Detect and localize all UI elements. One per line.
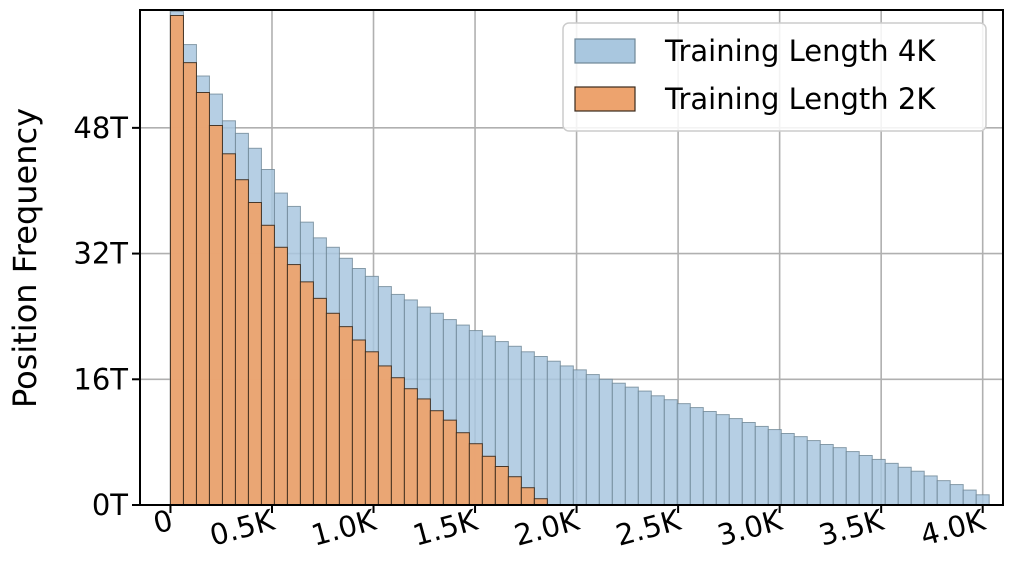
histogram-bar [858,455,873,506]
x-tick-label: 1.5K [409,503,482,553]
histogram-bar [793,436,808,506]
histogram-bar [195,92,210,506]
histogram-bar [741,422,756,506]
histogram-bar [429,410,444,506]
histogram-bar [273,246,288,506]
histogram-bar [845,451,860,506]
histogram-bar [182,62,197,506]
histogram-bar [923,475,938,506]
histogram-bar [507,476,522,506]
histogram-bar [169,15,184,506]
histogram-bar [780,433,795,506]
histogram-bar [520,487,535,506]
histogram-bar [403,388,418,506]
histogram-bar [260,224,275,506]
histogram-bar [715,414,730,506]
legend-box [562,22,987,132]
histogram-bar [338,326,353,506]
histogram-bar [208,125,223,506]
histogram-bar [936,480,951,506]
x-tick-label: 0.5K [206,503,279,553]
histogram-bar [962,489,977,506]
histogram-bar [676,403,691,506]
histogram-bar [455,432,470,506]
x-tick-label: 0 [150,503,177,541]
legend-label: Training Length 2K [664,82,936,116]
histogram-bar [650,395,665,506]
series-2-bars [169,15,548,506]
histogram-bar [871,458,886,506]
y-tick-label: 16T [73,362,128,396]
histogram-bar [494,466,509,506]
plot-frame [139,9,1004,506]
histogram-bar [559,365,574,506]
histogram-bar [325,312,340,506]
histogram-bar [806,440,821,506]
histogram-bar [702,411,717,506]
x-tick-label: 4.0K [917,503,990,553]
histogram-bar [533,356,548,506]
histogram-bar [910,470,925,506]
y-axis-label: Position Frequency [6,108,44,408]
histogram-bar [377,365,392,506]
histogram-bar [598,378,613,506]
histogram-bar [949,484,964,506]
histogram-bars [169,11,990,506]
histogram-bar [689,407,704,506]
histogram-bar [481,455,496,506]
histogram-bar [390,377,405,506]
y-tick-label: 48T [73,111,128,145]
axes [139,9,1004,506]
histogram-bar [286,264,301,506]
histogram-bar [520,351,535,506]
histogram-bar [416,398,431,506]
histogram-bar [728,418,743,506]
histogram-bar [585,374,600,506]
histogram-bar [754,425,769,506]
x-tick-label: 2.0K [511,503,584,553]
histogram-bar [312,297,327,506]
legend-swatch [574,38,636,64]
histogram-bar [221,153,236,506]
histogram-bar [637,390,652,506]
histogram-bar [767,429,782,506]
y-tick-label: 32T [73,237,128,271]
histogram-bar [832,447,847,506]
histogram-bar [897,466,912,506]
histogram-bar [234,179,249,506]
x-tick-label: 2.5K [612,503,685,553]
histogram-bar [546,360,561,506]
histogram-bar [247,202,262,506]
histogram-bar [468,443,483,506]
x-tick-label: 1.0K [308,503,381,553]
legend: Training Length 4K Training Length 2K [562,22,987,132]
histogram-bar [884,462,899,506]
y-tick-label: 0T [92,488,128,522]
histogram-bar [611,382,626,506]
histogram-bar [819,444,834,506]
histogram-bar [299,281,314,506]
legend-swatch [574,86,636,112]
histogram-bar [442,419,457,506]
histogram-bar [624,386,639,506]
legend-label: Training Length 4K [664,34,936,68]
histogram-bar [572,369,587,506]
histogram-bar [364,351,379,506]
histogram-bar [351,339,366,506]
histogram-bar [663,399,678,506]
x-tick-label: 3.5K [815,503,888,553]
x-tick-label: 3.0K [714,503,787,553]
